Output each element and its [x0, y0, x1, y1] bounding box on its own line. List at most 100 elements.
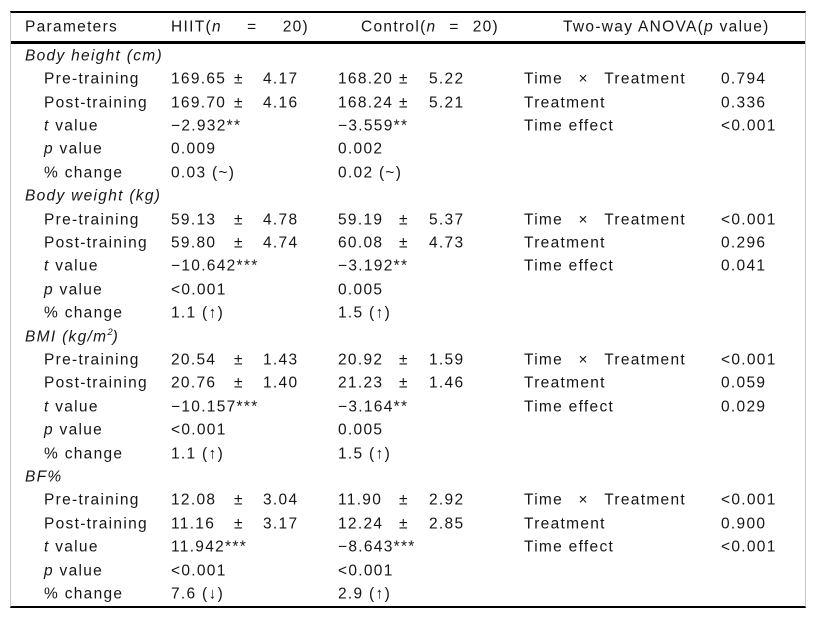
- row-p-value: p value <0.001 0.005: [11, 419, 805, 442]
- section-title: Body weight (kg): [25, 187, 162, 205]
- row-label: % change: [44, 304, 124, 322]
- control-percent-change: 1.5 (↑): [338, 444, 392, 462]
- anova-factor-time-effect: Time effect: [524, 538, 615, 556]
- hiit-p-value: <0.001: [171, 561, 227, 579]
- control-sd: 2.85: [429, 515, 465, 533]
- row-label: Post-training: [44, 374, 148, 392]
- row-label: Post-training: [44, 515, 148, 533]
- hiit-group-label: HIIT(n: [171, 18, 222, 36]
- control-sd: 4.73: [429, 234, 465, 252]
- control-p-value: 0.005: [338, 421, 384, 439]
- hiit-mean: 169.70: [171, 93, 227, 111]
- anova-factor-interaction: Time × Treatment: [524, 71, 686, 87]
- section-title-row-bmi: BMI (kg/m2): [11, 325, 805, 348]
- control-sd: 5.37: [429, 210, 465, 228]
- equals-sign: =: [449, 18, 460, 36]
- multiplication-sign: ×: [578, 210, 589, 228]
- hiit-mean: 59.13: [171, 210, 217, 228]
- anova-factor-time-effect: Time effect: [524, 398, 615, 416]
- anova-p-value: <0.001: [721, 210, 777, 228]
- control-sd: 1.59: [429, 351, 465, 369]
- anova-factor-time-effect: Time effect: [524, 117, 615, 135]
- control-mean: 168.24: [338, 93, 394, 111]
- control-p-value: <0.001: [338, 561, 394, 579]
- row-p-value: p value <0.001 <0.001: [11, 559, 805, 582]
- row-label: Pre-training: [44, 210, 140, 228]
- plus-minus-sign: ±: [234, 491, 244, 509]
- hiit-sd: 3.04: [263, 491, 299, 509]
- plus-minus-sign: ±: [234, 374, 244, 392]
- section-title-row-body-height: Body height (cm): [11, 44, 805, 67]
- row-t-value: t value −10.157*** −3.164** Time effect …: [11, 395, 805, 418]
- row-label: % change: [44, 444, 124, 462]
- anova-results-table: Parameters HIIT(n = 20) Control(n = 20) Two-…: [10, 11, 806, 608]
- anova-factor-time-effect: Time effect: [524, 257, 615, 275]
- hiit-sample-size: 20): [282, 18, 309, 36]
- table-body: Body height (cm) Pre-training 169.65 ± 4…: [11, 44, 805, 606]
- plus-minus-sign: ±: [399, 351, 409, 369]
- anova-p-value: <0.001: [721, 351, 777, 369]
- row-post-training: Post-training 59.80 ± 4.74 60.08 ± 4.73 …: [11, 231, 805, 254]
- hiit-sd: 1.40: [263, 374, 299, 392]
- plus-minus-sign: ±: [399, 210, 409, 228]
- control-p-value: 0.005: [338, 281, 384, 299]
- row-t-value: t value −10.642*** −3.192** Time effect …: [11, 255, 805, 278]
- row-label: p value: [44, 140, 104, 158]
- control-mean: 12.24: [338, 515, 384, 533]
- anova-p-value: 0.029: [721, 398, 767, 416]
- anova-treatment-label: Treatment: [604, 351, 686, 369]
- control-percent-change: 1.5 (↑): [338, 304, 392, 322]
- control-sd: 2.92: [429, 491, 465, 509]
- plus-minus-sign: ±: [234, 351, 244, 369]
- plus-minus-sign: ±: [399, 515, 409, 533]
- plus-minus-sign: ±: [399, 491, 409, 509]
- hiit-percent-change: 0.03 (~): [171, 163, 236, 181]
- hiit-mean: 20.76: [171, 374, 217, 392]
- control-mean: 60.08: [338, 234, 384, 252]
- row-label: % change: [44, 163, 124, 181]
- row-label: p value: [44, 561, 104, 579]
- anova-p-value: 0.296: [721, 234, 767, 252]
- hiit-p-value: <0.001: [171, 421, 227, 439]
- control-sd: 5.22: [429, 70, 465, 88]
- hiit-percent-change: 7.6 (↓): [171, 585, 225, 603]
- control-p-value: 0.002: [338, 140, 384, 158]
- section-title-row-bf-percent: BF%: [11, 465, 805, 488]
- section-title-row-body-weight: Body weight (kg): [11, 184, 805, 207]
- hiit-sd: 1.43: [263, 351, 299, 369]
- control-t-value: −3.559**: [338, 117, 409, 135]
- control-t-value: −3.192**: [338, 257, 409, 275]
- multiplication-sign: ×: [578, 70, 589, 88]
- anova-p-value: <0.001: [721, 538, 777, 556]
- row-post-training: Post-training 11.16 ± 3.17 12.24 ± 2.85 …: [11, 512, 805, 535]
- hiit-sd: 4.74: [263, 234, 299, 252]
- anova-p-value: 0.794: [721, 70, 767, 88]
- control-t-value: −8.643***: [338, 538, 416, 556]
- anova-p-value: <0.001: [721, 117, 777, 135]
- row-post-training: Post-training 20.76 ± 1.40 21.23 ± 1.46 …: [11, 372, 805, 395]
- row-pre-training: Pre-training 12.08 ± 3.04 11.90 ± 2.92 T…: [11, 489, 805, 512]
- plus-minus-sign: ±: [399, 374, 409, 392]
- anova-factor-interaction: Time × Treatment: [524, 352, 686, 368]
- hiit-p-value: 0.009: [171, 140, 217, 158]
- column-header-anova: Two-way ANOVA(p value): [563, 18, 770, 36]
- hiit-sd: 4.78: [263, 210, 299, 228]
- row-p-value: p value 0.009 0.002: [11, 138, 805, 161]
- row-label: Pre-training: [44, 491, 140, 509]
- row-percent-change: % change 1.1 (↑) 1.5 (↑): [11, 442, 805, 465]
- anova-p-value: 0.336: [721, 93, 767, 111]
- anova-time-label: Time: [524, 351, 564, 369]
- hiit-t-value: −2.932**: [171, 117, 242, 135]
- plus-minus-sign: ±: [234, 93, 244, 111]
- row-label: t value: [44, 257, 99, 275]
- anova-factor-interaction: Time × Treatment: [524, 212, 686, 228]
- anova-factor-treatment: Treatment: [524, 93, 606, 111]
- control-mean: 21.23: [338, 374, 384, 392]
- section-title: BF%: [25, 468, 63, 486]
- plus-minus-sign: ±: [399, 93, 409, 111]
- row-label: Post-training: [44, 93, 148, 111]
- anova-treatment-label: Treatment: [604, 210, 686, 228]
- anova-time-label: Time: [524, 70, 564, 88]
- anova-treatment-label: Treatment: [604, 70, 686, 88]
- table-header-row: Parameters HIIT(n = 20) Control(n = 20) Two-…: [11, 13, 805, 44]
